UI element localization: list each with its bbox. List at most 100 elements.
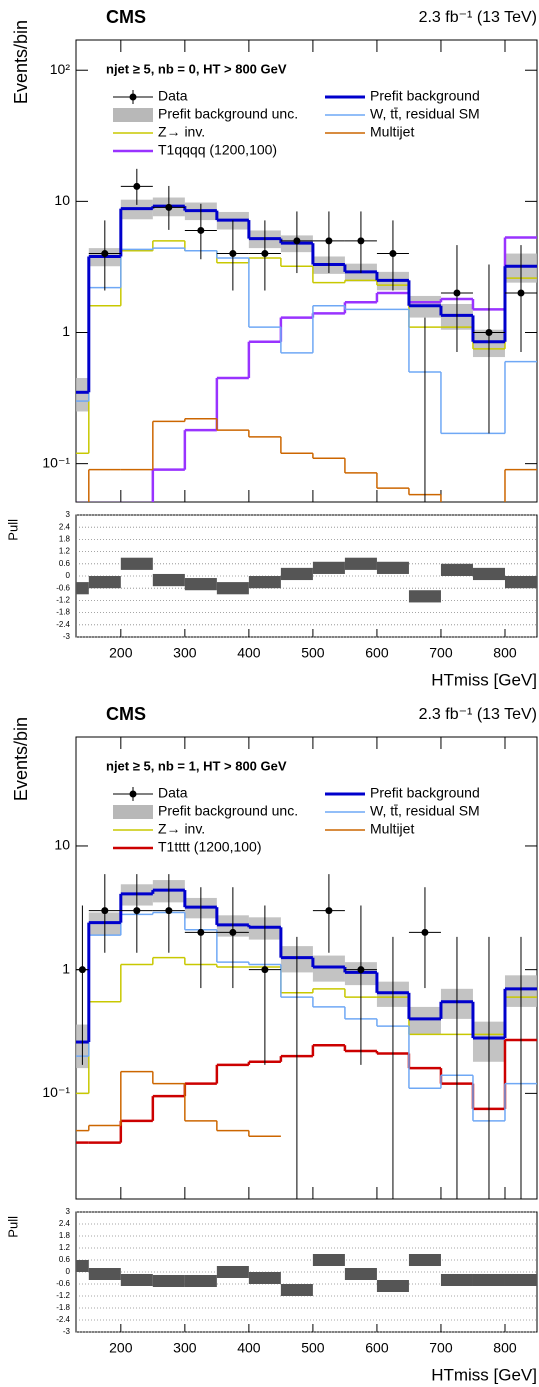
pull-tick-label: 0.6 [59,559,71,568]
pull-tick-label: -0.6 [56,583,70,592]
pull-box [120,1274,153,1286]
pull-box [376,1280,409,1292]
x-tick-label: 200 [109,1340,133,1356]
pull-box [440,1274,473,1286]
legend-symbol [113,108,153,122]
data-point [133,907,141,915]
pull-box [472,567,505,581]
legend-label: Data [158,785,188,801]
y-axis-label: Events/bin [11,20,31,104]
data-point [325,237,333,245]
pull-box [152,1275,185,1287]
x-tick-label: 500 [301,645,325,661]
y-tick-label: 1 [62,323,70,339]
pull-tick-label: 1.2 [59,1243,71,1252]
data-point [293,237,301,245]
pull-axis-label: Pull [5,519,20,541]
pull-box [312,1254,345,1266]
selection-label: njet ≥ 5, nb = 1, HT > 800 GeV [106,758,287,773]
legend-symbol [129,790,137,798]
pull-box [376,561,409,574]
data-point [485,329,493,337]
pull-tick-label: -3 [63,1327,71,1336]
y-tick-label: 10⁻¹ [42,454,70,470]
x-tick-label: 700 [429,1340,453,1356]
pull-box [248,1272,281,1284]
lumi-label: 2.3 fb⁻¹ (13 TeV) [419,706,537,723]
pull-tick-label: 1.8 [59,1231,71,1240]
data-point [517,289,525,297]
pull-tick-label: -1.2 [56,1291,70,1300]
pull-tick-label: 1.8 [59,535,71,544]
pull-box [408,1254,441,1266]
data-point [133,182,141,190]
y-tick-label: 10² [50,61,71,77]
data-point [325,907,333,915]
pull-box [248,576,281,589]
y-tick-label: 10 [54,192,70,208]
legend-symbol [113,805,153,819]
pull-box [120,557,153,570]
pull-tick-label: -2.4 [56,1315,70,1324]
uncertainty-band [312,955,345,982]
y-tick-label: 10⁻¹ [42,1084,70,1100]
pull-axis-label: Pull [5,1216,20,1238]
x-tick-label: 700 [429,645,453,661]
data-point [101,907,109,915]
data-point [229,928,237,936]
x-axis-label: HTmiss [GeV] [431,1365,537,1384]
pull-tick-label: 0.6 [59,1255,71,1264]
pull-box [76,582,89,595]
pull-box [280,567,313,581]
legend-label: Multijet [370,124,414,140]
legend-label: Prefit background [370,88,480,104]
y-tick-label: 10 [54,837,70,853]
pull-box [184,1275,217,1287]
pull-box [280,1284,313,1296]
legend-symbol [129,93,137,101]
legend-label: Z→ inv. [158,124,205,140]
pull-tick-label: 0 [66,571,71,580]
data-point [165,907,173,915]
legend-label: Prefit background unc. [158,803,298,819]
x-tick-label: 600 [365,645,389,661]
plot-frame [75,736,538,1200]
pull-tick-label: -3 [63,632,71,641]
data-point [261,966,269,974]
pull-box [88,1268,121,1280]
data-point [229,250,237,258]
pull-tick-label: 1.2 [59,547,71,556]
legend-label: T1qqqq (1200,100) [158,142,277,158]
data-point [421,928,429,936]
data-point [389,250,397,258]
data-point [197,928,205,936]
data-point [101,250,109,258]
pull-tick-label: 2.4 [59,522,71,531]
pull-box [408,590,441,603]
legend-label: W, tt̄, residual SM [370,106,480,122]
x-tick-label: 300 [173,1340,197,1356]
legend-label: T1tttt (1200,100) [158,839,262,855]
legend-label: Prefit background [370,785,480,801]
x-tick-label: 800 [493,645,517,661]
data-point [261,250,269,258]
pull-box [472,1274,505,1286]
data-point [357,237,365,245]
pull-box [152,573,185,587]
y-axis-label: Events/bin [11,717,31,801]
pull-box [504,1274,537,1286]
pull-box [504,576,537,589]
uncertainty-band [76,377,89,412]
plot-area [76,168,537,502]
data-point [78,966,86,974]
x-tick-label: 600 [365,1340,389,1356]
x-tick-label: 300 [173,645,197,661]
pull-tick-label: 3 [66,510,71,519]
pull-tick-label: 2.4 [59,1219,71,1228]
data-point [453,289,461,297]
x-tick-label: 400 [237,645,261,661]
pull-tick-label: -1.8 [56,1303,70,1312]
y-tick-label: 1 [62,960,70,976]
pull-tick-label: -1.8 [56,608,70,617]
x-tick-label: 200 [109,645,133,661]
